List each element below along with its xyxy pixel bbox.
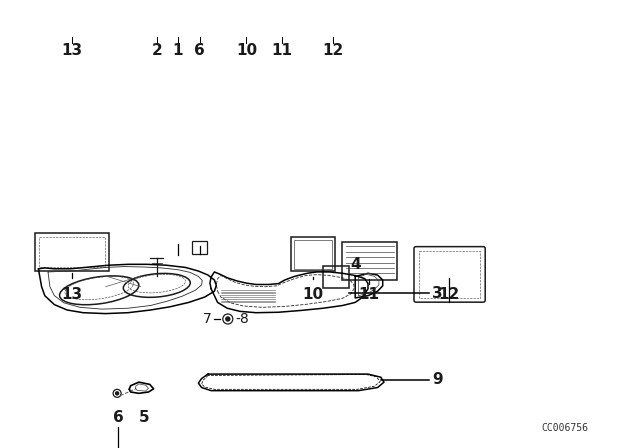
Text: 6: 6: [113, 410, 124, 426]
Text: 12: 12: [322, 43, 344, 57]
Text: 2: 2: [152, 43, 162, 57]
Text: 1: 1: [173, 43, 183, 57]
Text: CC006756: CC006756: [542, 423, 589, 433]
Text: 13: 13: [61, 287, 83, 302]
Text: 13: 13: [61, 43, 83, 57]
Circle shape: [116, 392, 118, 395]
Text: -8: -8: [236, 312, 249, 326]
Text: 7: 7: [202, 312, 211, 326]
Text: 10: 10: [236, 43, 257, 57]
Text: 3: 3: [432, 286, 443, 301]
Bar: [294, 240, 332, 269]
Bar: [39, 237, 105, 267]
Text: 10: 10: [302, 287, 324, 302]
Text: 11: 11: [271, 43, 292, 57]
Text: 9: 9: [432, 372, 443, 388]
Text: 5: 5: [139, 410, 149, 426]
Bar: [419, 251, 480, 298]
Text: 12: 12: [438, 287, 460, 302]
Text: 6: 6: [195, 43, 205, 57]
Text: 4: 4: [351, 257, 362, 272]
Text: 11: 11: [359, 287, 380, 302]
Bar: [192, 241, 207, 254]
Circle shape: [226, 317, 230, 321]
